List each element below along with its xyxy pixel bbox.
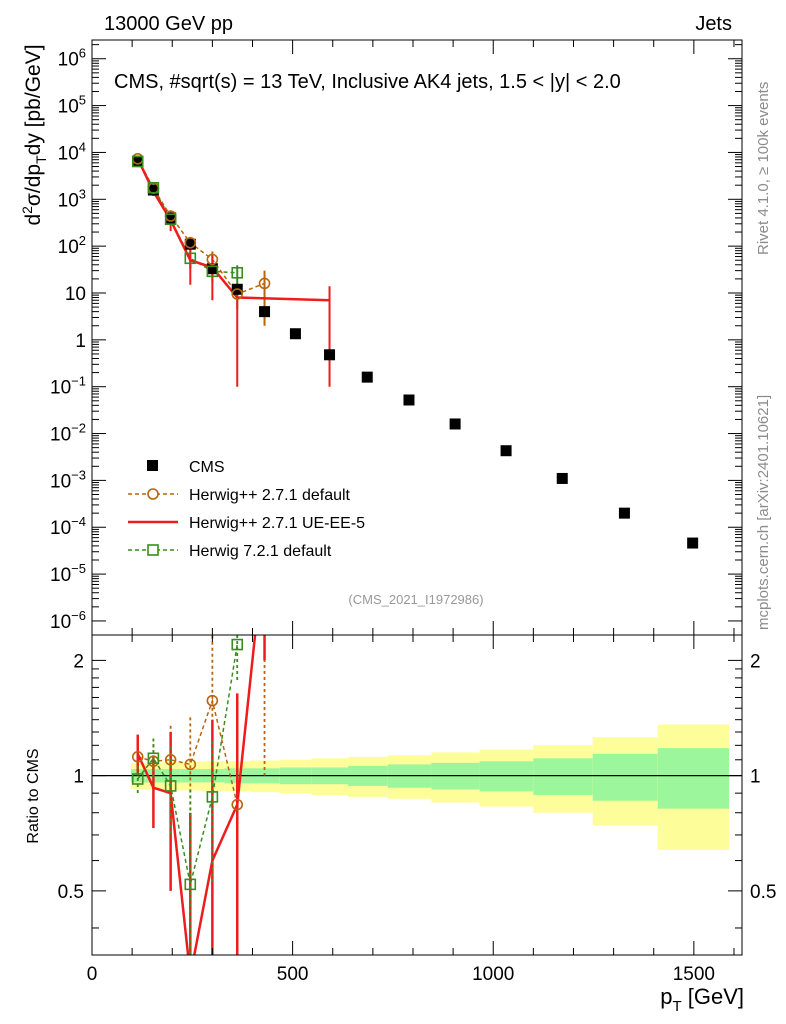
y-tick-label: 10−3 bbox=[50, 467, 86, 492]
legend-herwig7-label: Herwig 7.2.1 default bbox=[189, 543, 332, 560]
cms-data-point bbox=[289, 328, 301, 340]
herwig7-point bbox=[147, 181, 160, 194]
herwig7-point bbox=[164, 213, 177, 226]
ratio-panel-frame bbox=[91, 634, 743, 956]
cms-data-point bbox=[147, 184, 159, 196]
rivet-version-label: Rivet 4.1.0, ≥ 100k events bbox=[755, 82, 772, 255]
herwigpp-ueee5-ratio-line bbox=[136, 635, 257, 955]
cms-data-point bbox=[184, 238, 196, 250]
stat-uncertainty-band bbox=[592, 753, 658, 801]
herwig7-ratio-point bbox=[164, 780, 177, 792]
legend-herwigpp-default-label: Herwig++ 2.7.1 default bbox=[189, 487, 351, 504]
herwigpp-default-point bbox=[231, 288, 244, 300]
main-title: CMS, #sqrt(s) = 13 TeV, Inclusive AK4 je… bbox=[114, 71, 621, 93]
herwig7-ratio-point bbox=[131, 773, 144, 785]
y-tick-label: 10 bbox=[65, 284, 86, 305]
herwigpp-default-line bbox=[137, 158, 265, 295]
herwig7-point bbox=[206, 265, 219, 278]
cms-data-point bbox=[165, 212, 177, 224]
ratio-y-axis-label: Ratio to CMS bbox=[25, 748, 42, 843]
legend: CMS Herwig++ 2.7.1 default Herwig++ 2.7.1 … bbox=[128, 459, 365, 560]
cms-data-point bbox=[403, 394, 415, 406]
legend-herwig7-marker bbox=[147, 544, 159, 556]
stat-uncertainty-band bbox=[479, 761, 534, 792]
herwigpp-default-ratio-point bbox=[231, 798, 244, 811]
mcplots-label: mcplots.cern.ch [arXiv:2401.10621] bbox=[755, 395, 772, 630]
y-tick-label: 102 bbox=[58, 233, 86, 258]
ratio-y-tick-label-right: 2 bbox=[750, 651, 761, 672]
stat-uncertainty-band bbox=[533, 758, 593, 796]
cms-data-point bbox=[500, 445, 512, 457]
ratio-series-group bbox=[131, 635, 266, 955]
stat-uncertainty-band bbox=[657, 748, 730, 809]
y-tick-label: 103 bbox=[58, 186, 86, 211]
herwigpp-ueee5-line bbox=[136, 158, 330, 302]
x-tick-label: 500 bbox=[277, 964, 309, 985]
cms-data-point bbox=[556, 472, 568, 484]
x-tick-label: 1000 bbox=[472, 964, 514, 985]
y-tick-label: 104 bbox=[58, 139, 86, 164]
legend-herwigpp-ueee5-label: Herwig++ 2.7.1 UE-EE-5 bbox=[189, 515, 365, 532]
y-tick-label: 10−5 bbox=[50, 561, 86, 586]
legend-cms-label: CMS bbox=[189, 459, 225, 476]
herwigpp-default-ratio-point bbox=[164, 753, 177, 766]
herwig7-ratio-point bbox=[147, 752, 160, 765]
legend-herwigpp-default-marker bbox=[147, 488, 159, 500]
ratio-y-tick-label: 0.5 bbox=[58, 882, 84, 903]
y-tick-label: 1 bbox=[75, 331, 86, 352]
herwigpp-default-ratio-point bbox=[206, 694, 219, 707]
cms-data-point bbox=[361, 371, 373, 383]
y-tick-label: 105 bbox=[58, 93, 86, 118]
y-tick-label: 10−1 bbox=[50, 374, 86, 399]
ratio-y-tick-label: 1 bbox=[73, 767, 84, 788]
cms-data-point bbox=[618, 507, 630, 519]
y-tick-label: 10−4 bbox=[50, 514, 86, 539]
cms-data-point bbox=[324, 349, 336, 361]
cms-data-point bbox=[687, 537, 699, 549]
y-tick-label: 10−6 bbox=[50, 608, 86, 633]
herwigpp-default-ratio-point bbox=[184, 758, 197, 771]
herwig7-ratio-point bbox=[231, 638, 244, 651]
x-tick-label: 1500 bbox=[673, 964, 715, 985]
ratio-panel: 0 500 1000 1500 0.5 0.5 1 1 2 2 Ratio to CMS pT [… bbox=[25, 634, 776, 1015]
x-axis-label: pT [GeV] bbox=[660, 984, 744, 1015]
herwig7-ratio-point bbox=[206, 791, 219, 803]
cms-data-point bbox=[206, 263, 218, 275]
header-process-label: Jets bbox=[695, 13, 732, 35]
herwig7-ratio-line bbox=[137, 644, 238, 885]
cms-data-point bbox=[259, 306, 271, 318]
herwigpp-default-ratio-point bbox=[131, 750, 144, 763]
watermark: (CMS_2021_I1972986) bbox=[348, 592, 483, 607]
y-tick-label: 106 bbox=[58, 46, 86, 71]
header-energy-label: 13000 GeV pp bbox=[104, 13, 233, 35]
herwig7-point bbox=[131, 155, 144, 168]
herwig7-ratio-point bbox=[184, 878, 197, 891]
herwigpp-default-point bbox=[184, 236, 197, 249]
main-y-axis-label: d2σ/dpTdy [pb/GeV] bbox=[19, 44, 49, 225]
herwig7-point bbox=[184, 252, 197, 265]
ratio-y-tick-label: 2 bbox=[73, 651, 84, 672]
ratio-y-tick-label-right: 0.5 bbox=[750, 882, 776, 903]
herwigpp-default-point bbox=[258, 277, 271, 290]
cms-data-point bbox=[132, 155, 144, 167]
ratio-y-tick-label-right: 1 bbox=[750, 767, 761, 788]
main-panel: 10610510410310210110−110−210−310−410−510… bbox=[19, 39, 743, 636]
cms-data-point bbox=[449, 418, 461, 430]
herwigpp-default-point bbox=[206, 253, 219, 266]
legend-cms-marker bbox=[147, 460, 158, 471]
y-tick-label: 10−2 bbox=[50, 421, 86, 446]
herwig7-point bbox=[231, 266, 244, 279]
x-tick-label: 0 bbox=[87, 964, 98, 985]
